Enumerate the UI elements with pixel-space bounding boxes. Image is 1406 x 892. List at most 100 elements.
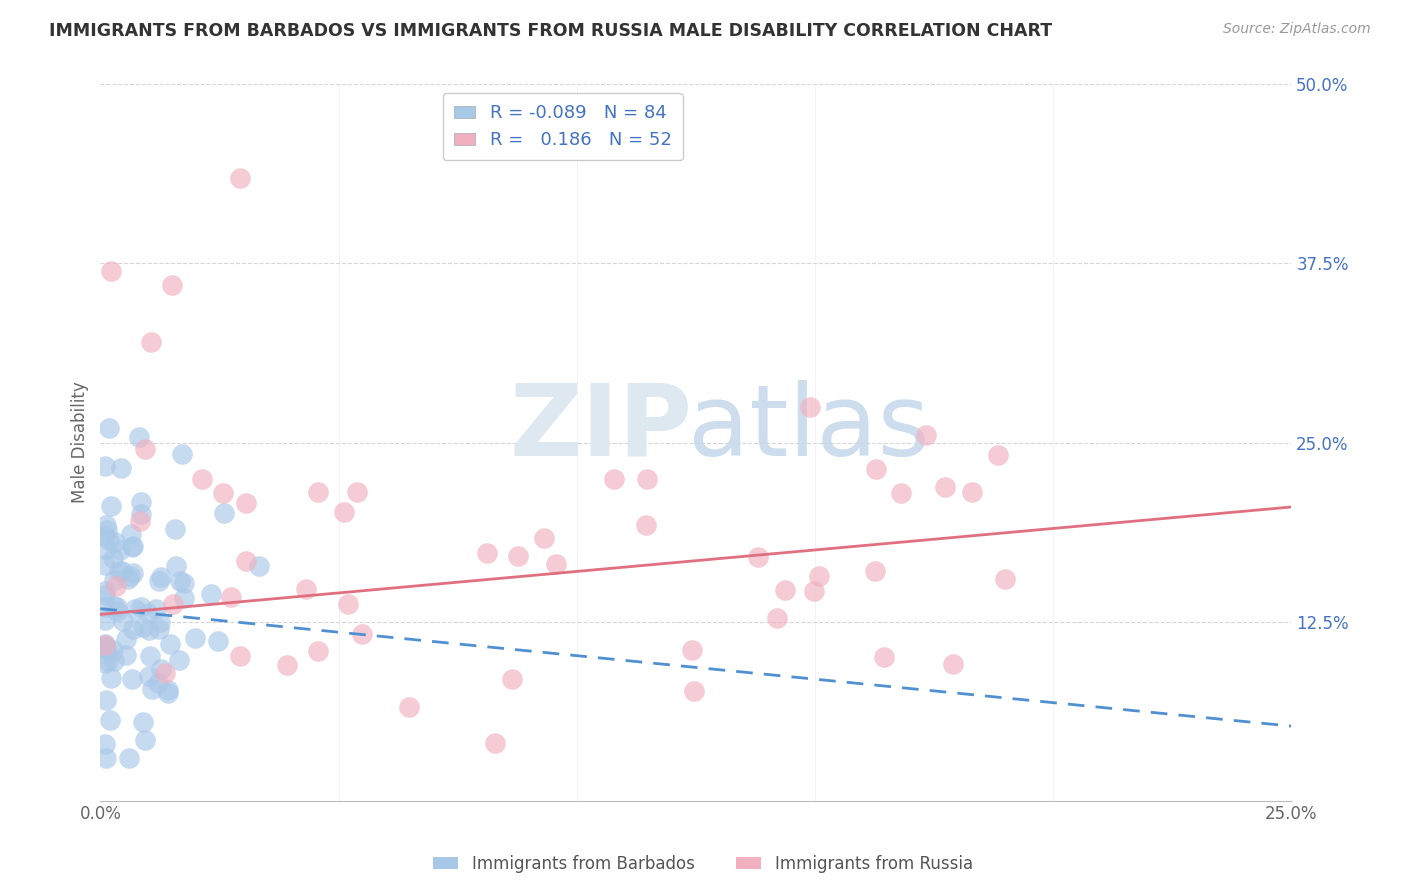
Point xyxy=(276,658,298,673)
Point xyxy=(94,637,117,651)
Point xyxy=(136,606,159,620)
Text: ZIP: ZIP xyxy=(509,380,692,476)
Point xyxy=(148,623,170,637)
Point xyxy=(987,448,1010,462)
Point xyxy=(100,263,122,277)
Legend: R = -0.089   N = 84, R =   0.186   N = 52: R = -0.089 N = 84, R = 0.186 N = 52 xyxy=(443,94,682,161)
Point xyxy=(235,554,257,568)
Point xyxy=(103,654,125,668)
Point xyxy=(111,614,134,628)
Point xyxy=(103,573,125,587)
Point xyxy=(533,531,555,545)
Point xyxy=(942,657,965,671)
Point xyxy=(141,681,163,696)
Point xyxy=(111,564,134,578)
Point xyxy=(94,558,117,572)
Point xyxy=(103,599,125,614)
Point xyxy=(94,738,117,752)
Point xyxy=(104,579,127,593)
Text: IMMIGRANTS FROM BARBADOS VS IMMIGRANTS FROM RUSSIA MALE DISABILITY CORRELATION C: IMMIGRANTS FROM BARBADOS VS IMMIGRANTS F… xyxy=(49,22,1052,40)
Legend: Immigrants from Barbados, Immigrants from Russia: Immigrants from Barbados, Immigrants fro… xyxy=(426,848,980,880)
Y-axis label: Male Disability: Male Disability xyxy=(72,382,89,503)
Point xyxy=(890,486,912,500)
Point xyxy=(747,550,769,565)
Point xyxy=(150,570,173,584)
Point xyxy=(501,673,523,687)
Point xyxy=(110,461,132,475)
Point xyxy=(149,662,172,676)
Point xyxy=(131,495,153,509)
Point xyxy=(132,715,155,730)
Point xyxy=(173,575,195,590)
Point xyxy=(128,430,150,444)
Point xyxy=(94,583,117,598)
Point xyxy=(138,669,160,683)
Point xyxy=(122,539,145,553)
Point xyxy=(139,649,162,664)
Point xyxy=(94,656,117,670)
Point xyxy=(132,620,155,634)
Point xyxy=(681,643,703,657)
Point xyxy=(336,597,359,611)
Point xyxy=(546,557,568,571)
Point xyxy=(294,582,316,596)
Point xyxy=(200,587,222,601)
Point xyxy=(332,505,354,519)
Point xyxy=(141,335,163,350)
Point xyxy=(100,671,122,685)
Point xyxy=(165,559,187,574)
Point xyxy=(96,523,118,537)
Point xyxy=(98,713,121,727)
Point xyxy=(105,604,128,618)
Point xyxy=(156,683,179,698)
Point xyxy=(159,637,181,651)
Text: Source: ZipAtlas.com: Source: ZipAtlas.com xyxy=(1223,22,1371,37)
Point xyxy=(118,750,141,764)
Point xyxy=(121,540,143,554)
Point xyxy=(134,442,156,456)
Point xyxy=(229,170,252,185)
Point xyxy=(346,485,368,500)
Point xyxy=(602,472,624,486)
Point xyxy=(108,543,131,558)
Point xyxy=(766,611,789,625)
Point xyxy=(146,675,169,690)
Point xyxy=(163,522,186,536)
Point xyxy=(865,462,887,476)
Point xyxy=(682,684,704,698)
Point xyxy=(120,526,142,541)
Point xyxy=(115,648,138,662)
Point xyxy=(129,600,152,615)
Point xyxy=(94,459,117,474)
Point xyxy=(96,642,118,657)
Point xyxy=(184,632,207,646)
Point xyxy=(101,643,124,657)
Point xyxy=(114,632,136,646)
Point xyxy=(94,642,117,657)
Point xyxy=(129,508,152,522)
Point xyxy=(160,277,183,292)
Point xyxy=(94,600,117,615)
Point xyxy=(134,732,156,747)
Point xyxy=(157,686,180,700)
Point xyxy=(212,485,235,500)
Point xyxy=(138,623,160,637)
Point xyxy=(121,672,143,686)
Text: atlas: atlas xyxy=(688,380,929,476)
Point xyxy=(799,400,821,414)
Point xyxy=(97,654,120,668)
Point xyxy=(307,644,329,658)
Point xyxy=(100,499,122,513)
Point xyxy=(307,484,329,499)
Point xyxy=(105,600,128,615)
Point xyxy=(207,633,229,648)
Point xyxy=(94,588,117,602)
Point xyxy=(484,736,506,750)
Point xyxy=(872,650,894,665)
Point xyxy=(773,583,796,598)
Point xyxy=(153,665,176,680)
Point xyxy=(103,535,125,549)
Point xyxy=(934,480,956,494)
Point xyxy=(108,564,131,578)
Point xyxy=(352,627,374,641)
